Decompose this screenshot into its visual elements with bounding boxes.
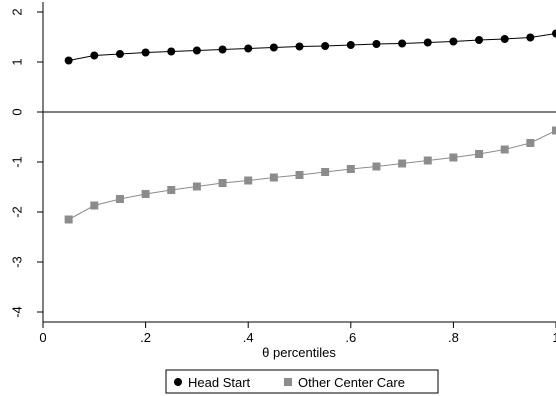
data-point-head-start [192,46,201,55]
legend-box [165,369,439,394]
data-point-head-start [269,43,278,52]
x-tick-label: .8 [448,330,459,345]
data-point-head-start [475,36,484,44]
data-point-other-center-care [500,145,509,154]
legend-marker-head-start [174,378,182,386]
legend-marker-other-center-care [284,378,292,386]
data-point-other-center-care [321,168,330,176]
data-point-other-center-care [552,126,556,135]
data-point-other-center-care [192,182,201,191]
y-tick-label: -2 [9,206,24,218]
x-tick-label: .2 [140,330,151,345]
legend-label-head-start: Head Start [188,375,251,390]
y-axis: -4 -3 -2 -1 0 1 2 [9,8,43,318]
data-point-other-center-care [115,195,124,203]
legend: Head Start Other Center Care [165,369,439,394]
data-point-other-center-care [64,215,73,224]
y-tick-label: -3 [9,256,24,268]
data-point-head-start [90,51,99,60]
data-point-head-start [423,38,432,47]
data-point-head-start [526,33,535,42]
data-point-other-center-care [526,139,535,147]
data-point-other-center-care [449,153,458,162]
data-point-head-start [244,44,253,53]
data-point-other-center-care [423,156,432,165]
data-point-head-start [346,41,355,49]
data-point-other-center-care [269,173,278,182]
x-tick-label: .4 [243,330,254,345]
data-point-head-start [449,37,458,46]
data-point-head-start [218,45,227,54]
y-tick-label: 0 [9,108,24,115]
data-point-other-center-care [475,150,484,158]
data-point-head-start [398,39,407,48]
data-point-other-center-care [167,186,176,194]
series-layer [64,29,556,224]
series-head-start [64,29,556,65]
data-point-other-center-care [295,171,304,179]
data-point-head-start [372,40,381,48]
y-tick-label: -1 [9,156,24,168]
x-tick-label: 0 [39,330,46,345]
data-point-head-start [115,50,124,58]
data-point-head-start [64,56,73,65]
data-point-other-center-care [141,190,150,198]
data-point-head-start [500,35,509,43]
x-axis-title: θ percentiles [262,345,336,360]
data-point-head-start [141,48,150,57]
x-tick-label: 1 [552,330,556,345]
series-line-other-center-care [68,130,556,220]
y-tick-label: 1 [9,58,24,65]
x-tick-label: .6 [345,330,356,345]
y-tick-label: 2 [9,8,24,15]
data-point-other-center-care [244,176,253,185]
data-point-head-start [552,29,556,38]
legend-label-other-center-care: Other Center Care [298,375,405,390]
x-axis: 0 .2 .4 .6 .8 1 [39,322,556,345]
series-line-head-start [68,33,556,61]
y-tick-label: -4 [9,306,24,318]
data-point-other-center-care [398,159,407,168]
data-point-other-center-care [372,162,381,171]
data-point-head-start [167,47,176,56]
data-point-other-center-care [218,179,227,187]
data-point-head-start [295,42,304,51]
series-other-center-care [64,126,556,224]
data-point-head-start [321,42,330,50]
data-point-other-center-care [90,201,99,210]
data-point-other-center-care [346,165,355,173]
